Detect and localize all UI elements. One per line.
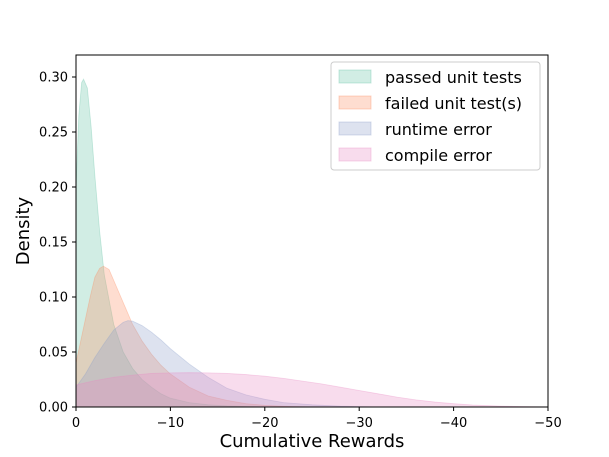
legend-swatch <box>338 95 372 110</box>
y-axis-ticks: 0.00 0.05 0.10 0.15 0.20 0.25 0.30 <box>39 71 76 416</box>
y-axis-label: Density <box>13 196 34 265</box>
y-tick-label: 0.20 <box>39 181 68 196</box>
series-area-3 <box>75 372 549 408</box>
legend-label: compile error <box>385 146 492 165</box>
series-area-1 <box>75 265 313 408</box>
legend-label: failed unit test(s) <box>385 94 522 113</box>
series-areas <box>75 78 549 408</box>
legend-swatch <box>338 121 372 136</box>
x-tick-label: −50 <box>534 416 561 431</box>
x-tick-label: −20 <box>251 416 278 431</box>
legend-label: passed unit tests <box>385 68 522 87</box>
legend-box <box>330 61 541 171</box>
x-axis-label: Cumulative Rewards <box>220 431 405 452</box>
legend-swatch <box>338 147 372 162</box>
series-area-0 <box>75 78 265 408</box>
y-tick-label: 0.00 <box>39 401 68 416</box>
plot-frame <box>75 54 549 408</box>
y-tick-label: 0.25 <box>39 126 68 141</box>
x-tick-label: 0 <box>72 416 80 431</box>
legend-label: runtime error <box>385 120 492 139</box>
x-axis-ticks: 0 −10 −20 −30 −40 −50 <box>72 407 562 431</box>
y-tick-label: 0.05 <box>39 346 68 361</box>
y-tick-label: 0.30 <box>39 71 68 86</box>
series-area-2 <box>75 320 379 408</box>
y-tick-label: 0.10 <box>39 291 68 306</box>
x-tick-label: −40 <box>440 416 467 431</box>
legend-swatch <box>338 69 372 84</box>
x-tick-label: −30 <box>345 416 372 431</box>
x-tick-label: −10 <box>157 416 184 431</box>
y-tick-label: 0.15 <box>39 236 68 251</box>
legend: passed unit tests failed unit test(s) runt… <box>330 61 541 171</box>
